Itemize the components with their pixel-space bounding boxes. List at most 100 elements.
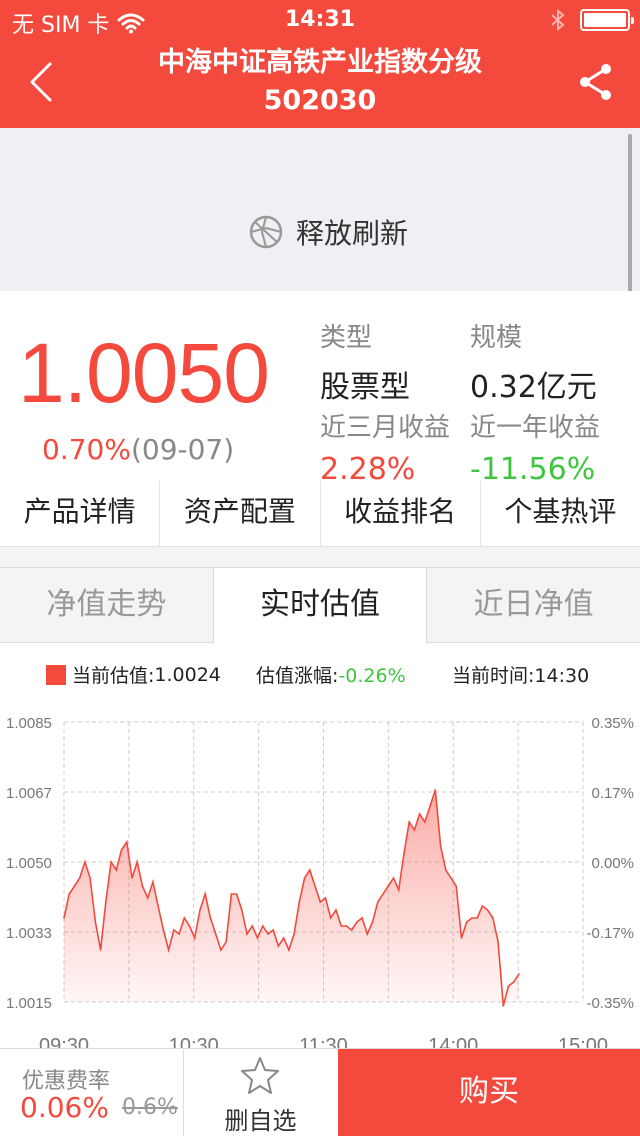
data-point [387, 885, 390, 887]
data-point [434, 789, 437, 791]
y-tick-label: 1.0085 [6, 715, 52, 732]
legend-time-label: 当前时间: [452, 665, 535, 687]
legend-time-value: 14:30 [534, 665, 590, 687]
data-point [277, 945, 280, 947]
y-right-tick-label: 0.17% [591, 785, 634, 802]
nav-value: 1.0050 [18, 326, 270, 420]
header: 无 SIM 卡 14:31 中海中证高铁产业指数分级 502030 [0, 0, 640, 128]
data-point [136, 861, 138, 863]
refresh-indicator: 释放刷新 [248, 212, 408, 252]
data-point [261, 925, 264, 927]
data-point [167, 949, 170, 951]
data-point [502, 1005, 505, 1007]
data-point [471, 917, 473, 919]
chevron-left-icon[interactable] [24, 60, 64, 104]
tab-nav-trend[interactable]: 净值走势 [46, 587, 167, 622]
link-product-detail[interactable]: 产品详情 [0, 481, 161, 546]
legend-change-label: 估值涨幅: [256, 665, 339, 687]
y-right-tick-label: 0.35% [591, 715, 634, 732]
data-point [408, 821, 411, 823]
three-month-label: 近三月收益 [320, 413, 451, 443]
data-point [120, 849, 123, 851]
share-icon[interactable] [576, 62, 616, 102]
nav-change: 0.70%(09-07) [42, 433, 234, 466]
data-point [424, 821, 426, 823]
fund-scale-value: 0.32亿元 [470, 370, 597, 405]
data-point [413, 829, 416, 831]
data-point [157, 905, 159, 907]
legend-time: 当前时间:14:30 [452, 661, 589, 688]
data-point [356, 921, 358, 923]
fund-scale: 规模 0.32亿元 [470, 317, 597, 406]
data-point [99, 949, 102, 951]
data-point [397, 889, 400, 891]
remove-favorite-button[interactable]: 删自选 [184, 1049, 337, 1136]
data-point [94, 921, 97, 923]
data-point [366, 933, 369, 935]
link-fund-reviews[interactable]: 个基热评 [504, 495, 617, 528]
data-point [418, 813, 421, 815]
fav-label: 删自选 [224, 1107, 297, 1135]
data-point [465, 921, 468, 923]
legend-change-value: -0.26% [338, 665, 406, 687]
data-point [319, 901, 322, 903]
y-tick-label: 1.0067 [6, 785, 52, 802]
data-point [178, 933, 180, 935]
data-point [392, 877, 395, 879]
data-point [110, 861, 112, 863]
data-point [173, 929, 175, 931]
data-point [209, 917, 212, 919]
data-point [377, 901, 379, 903]
legend-swatch [46, 664, 66, 685]
battery-icon [580, 9, 634, 31]
three-month-return: 近三月收益 2.28% [320, 407, 450, 487]
fund-name: 中海中证高铁产业指数分级 [158, 47, 482, 78]
data-point [324, 897, 327, 899]
fund-summary: 1.0050 0.70%(09-07) 类型 股票型 规模 0.32亿元 近三月… [0, 291, 640, 487]
y-tick-label: 1.0033 [6, 925, 52, 942]
star-icon [241, 1057, 279, 1094]
link-asset-allocation[interactable]: 资产配置 [160, 481, 321, 546]
data-point [429, 805, 431, 807]
bluetooth-icon [551, 8, 565, 32]
nav-change-pct: 0.70% [42, 433, 131, 466]
series-line [63, 789, 520, 1007]
data-point [350, 929, 353, 931]
data-point [288, 949, 290, 951]
refresh-label: 释放刷新 [296, 217, 409, 250]
chart-tabs: 净值走势 实时估值 近日净值 [0, 567, 640, 643]
data-point [513, 981, 515, 983]
data-point [214, 933, 217, 935]
fund-scale-label: 规模 [470, 323, 523, 353]
data-point [445, 869, 447, 871]
data-point [476, 917, 479, 919]
data-point [105, 901, 107, 903]
tab-recent-nav[interactable]: 近日净值 [473, 587, 594, 622]
legend-estimate: 当前估值: 1.0024 [46, 661, 221, 688]
data-point [335, 909, 337, 911]
legend-estimate-value: 1.0024 [154, 663, 221, 686]
buy-button[interactable]: 购买 [338, 1049, 640, 1136]
data-point [518, 973, 520, 975]
series-area [64, 790, 519, 1006]
data-point [220, 949, 222, 951]
data-point [497, 941, 499, 943]
data-point [282, 937, 285, 939]
tab-realtime-estimate[interactable]: 实时估值 [212, 568, 428, 643]
data-point [340, 925, 343, 927]
fee-original: 0.6% [122, 1095, 178, 1120]
link-return-ranking[interactable]: 收益排名 [321, 481, 481, 546]
data-point [126, 841, 128, 843]
fee-info: 优惠费率 0.06% 0.6% [0, 1049, 184, 1136]
x-tick-label: 15:00 [558, 1035, 608, 1048]
data-point [204, 893, 206, 895]
data-point [303, 877, 306, 879]
data-point [361, 917, 363, 919]
scrollbar[interactable] [628, 134, 632, 324]
data-point [256, 937, 259, 939]
one-year-label: 近一年收益 [470, 413, 601, 443]
data-point [73, 885, 76, 887]
data-point [371, 921, 374, 923]
x-tick-label: 09:30 [39, 1035, 89, 1048]
data-point [199, 909, 201, 911]
